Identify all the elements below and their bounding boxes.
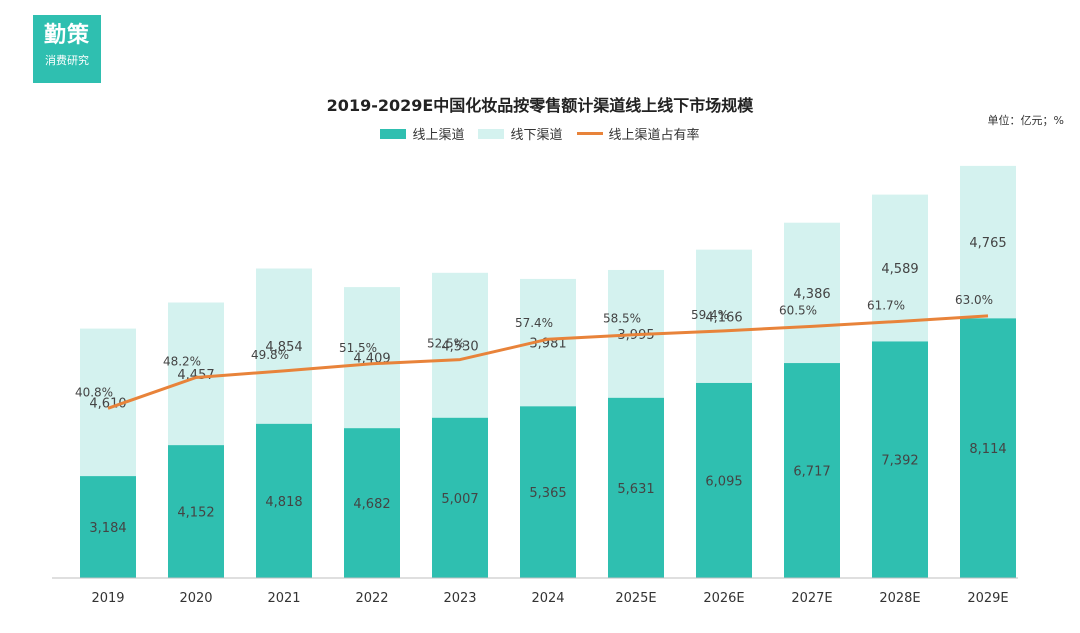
bar-offline-2023	[432, 272, 488, 418]
x-tick-2025E: 2025E	[615, 591, 656, 606]
x-tick-2024: 2024	[531, 591, 564, 606]
x-tick-2027E: 2027E	[791, 591, 832, 606]
bar-offline-2026E	[696, 249, 752, 383]
legend-swatch-share	[576, 132, 603, 135]
bar-offline-2028E	[872, 194, 928, 342]
bar-offline-2022	[344, 287, 400, 429]
bar-online-2029E	[960, 318, 1016, 578]
bar-label-offline-2019: 4,610	[89, 396, 126, 411]
x-tick-2021: 2021	[267, 591, 300, 606]
bar-label-offline-2026E: 4,166	[705, 310, 742, 325]
share-line	[107, 314, 989, 410]
bar-label-online-2029E: 8,114	[969, 442, 1006, 457]
legend-label-share: 线上渠道占有率	[608, 128, 700, 143]
share-label-2019: 40.8%	[75, 385, 113, 399]
share-label-2021: 49.8%	[251, 348, 289, 362]
legend-item-offline: 线下渠道	[478, 124, 563, 143]
logo: 勤策 消费研究	[33, 15, 101, 83]
share-label-2026E: 59.4%	[691, 308, 729, 322]
share-label-2020: 48.2%	[163, 354, 201, 368]
x-tick-2023: 2023	[443, 591, 476, 606]
share-label-2027E: 60.5%	[779, 303, 817, 317]
bar-offline-2021	[256, 268, 312, 424]
legend-label-offline: 线下渠道	[510, 128, 563, 143]
bar-offline-2027E	[784, 222, 840, 364]
bar-label-offline-2020: 4,457	[177, 368, 214, 383]
bar-label-online-2019: 3,184	[89, 521, 126, 536]
bar-online-2026E	[696, 382, 752, 578]
bar-online-2023	[432, 417, 488, 578]
bar-label-online-2026E: 6,095	[705, 474, 742, 489]
bar-online-2024	[520, 406, 576, 578]
bar-online-2021	[256, 423, 312, 578]
legend-swatch-online	[380, 128, 407, 139]
bar-label-offline-2029E: 4,765	[969, 236, 1006, 251]
bar-label-offline-2027E: 4,386	[793, 287, 830, 302]
bar-label-online-2022: 4,682	[353, 497, 390, 512]
share-label-2029E: 63.0%	[955, 293, 993, 307]
logo-sub-text: 消费研究	[45, 54, 89, 67]
bar-online-2022	[344, 428, 400, 578]
bar-label-offline-2021: 4,854	[265, 340, 302, 355]
legend-item-share: 线上渠道占有率	[576, 124, 700, 143]
legend-item-online: 线上渠道	[380, 124, 464, 143]
x-tick-2028E: 2028E	[879, 591, 920, 606]
bar-label-online-2027E: 6,717	[793, 465, 830, 480]
bar-online-2019	[80, 476, 136, 578]
x-tick-2022: 2022	[355, 591, 388, 606]
share-label-2022: 51.5%	[339, 341, 377, 355]
bar-label-online-2025E: 5,631	[617, 482, 654, 497]
x-tick-2026E: 2026E	[703, 591, 744, 606]
bar-label-online-2024: 5,365	[529, 486, 566, 501]
bar-label-online-2021: 4,818	[265, 495, 302, 510]
share-label-2023: 52.5%	[427, 337, 465, 351]
bar-online-2028E	[872, 341, 928, 578]
bar-online-2025E	[608, 397, 664, 578]
x-tick-2019: 2019	[91, 591, 124, 606]
legend-swatch-offline	[478, 128, 505, 139]
share-label-2025E: 58.5%	[603, 312, 641, 326]
bar-label-offline-2028E: 4,589	[881, 262, 918, 277]
bar-online-2020	[168, 445, 224, 578]
bar-label-online-2020: 4,152	[177, 506, 214, 521]
share-label-2024: 57.4%	[515, 316, 553, 330]
bar-label-online-2028E: 7,392	[881, 454, 918, 469]
legend: 线上渠道 线下渠道 线上渠道占有率	[0, 124, 1080, 143]
x-tick-2020: 2020	[179, 591, 212, 606]
bar-online-2027E	[784, 363, 840, 578]
chart-title: 2019-2029E中国化妆品按零售额计渠道线上线下市场规模	[326, 96, 754, 115]
unit-label: 单位：亿元；%	[987, 114, 1064, 127]
bar-offline-2020	[168, 302, 224, 446]
bar-label-online-2023: 5,007	[441, 492, 478, 507]
logo-main-text: 勤策	[43, 23, 90, 48]
bar-label-offline-2023: 4,530	[441, 339, 478, 354]
bar-offline-2029E	[960, 165, 1016, 319]
x-tick-2029E: 2029E	[967, 591, 1008, 606]
legend-label-online: 线上渠道	[412, 128, 465, 143]
share-label-2028E: 61.7%	[867, 298, 905, 312]
